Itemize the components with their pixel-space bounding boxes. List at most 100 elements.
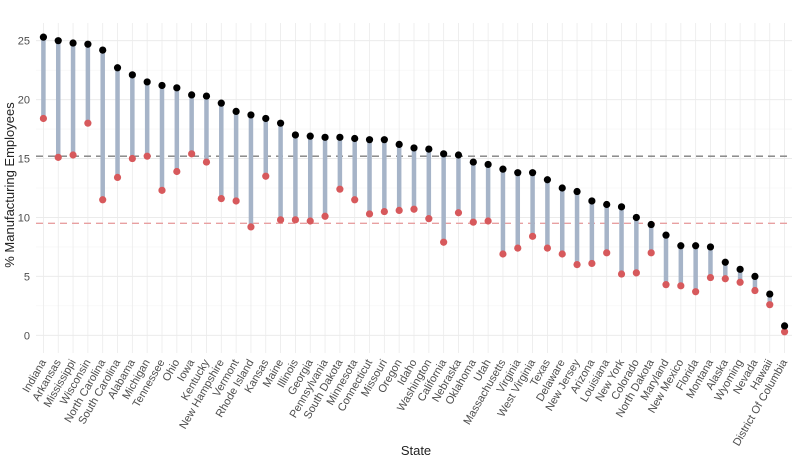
upper-value-point: [380, 136, 388, 144]
lower-value-point: [543, 244, 552, 252]
lower-value-point: [617, 270, 626, 278]
upper-value-point: [588, 197, 596, 205]
upper-value-point: [751, 272, 759, 280]
lower-value-point: [780, 328, 789, 336]
upper-value-point: [336, 133, 344, 141]
upper-value-point: [351, 134, 359, 143]
upper-value-point: [647, 220, 655, 229]
upper-value-point: [291, 131, 300, 139]
y-tick-label: 5: [24, 271, 30, 283]
lower-value-point: [751, 286, 759, 295]
lower-value-point: [158, 186, 166, 194]
y-tick-label: 15: [18, 154, 30, 166]
upper-value-point: [766, 290, 774, 298]
upper-value-point: [677, 242, 685, 250]
lower-value-point: [662, 281, 670, 289]
lower-value-point: [440, 238, 448, 246]
upper-value-point: [39, 33, 48, 41]
lower-value-point: [217, 195, 225, 203]
upper-value-point: [736, 265, 744, 273]
lower-value-point: [39, 114, 48, 123]
upper-value-point: [706, 243, 715, 251]
x-tick-labels: IndianaArkansasMississippiWisconsinNorth…: [21, 357, 791, 448]
lower-value-point: [232, 197, 240, 205]
lower-value-point: [113, 173, 122, 181]
lower-value-point: [336, 185, 344, 193]
upper-value-point: [306, 132, 314, 140]
upper-value-point: [558, 184, 566, 192]
upper-value-point: [573, 187, 581, 196]
lower-value-point: [84, 119, 92, 127]
upper-value-point: [128, 71, 136, 79]
upper-value-point: [54, 37, 62, 45]
lower-value-point: [558, 250, 566, 258]
upper-value-point: [202, 92, 211, 100]
upper-value-point: [99, 46, 107, 54]
lower-value-point: [128, 154, 136, 163]
upper-value-point: [514, 169, 522, 177]
upper-value-point: [780, 322, 789, 330]
lower-value-point: [514, 244, 522, 252]
lower-value-point: [173, 167, 181, 176]
lower-value-point: [706, 273, 715, 282]
upper-value-point: [247, 111, 255, 119]
upper-value-point: [440, 150, 448, 158]
upper-value-point: [143, 78, 151, 86]
upper-value-point: [469, 158, 477, 166]
upper-value-point: [217, 99, 225, 107]
upper-value-point: [603, 200, 611, 209]
y-tick-label: 20: [18, 95, 30, 107]
lower-value-point: [499, 250, 507, 258]
upper-value-point: [158, 81, 166, 90]
lower-value-point: [692, 288, 700, 296]
lower-value-point: [454, 209, 463, 217]
lower-value-point: [99, 196, 107, 204]
lower-value-point: [143, 152, 151, 160]
upper-value-point: [365, 136, 374, 144]
lower-value-point: [632, 269, 640, 277]
lower-value-point: [573, 261, 581, 269]
points: [39, 33, 789, 336]
lower-value-point: [588, 259, 596, 268]
upper-value-point: [721, 258, 729, 266]
upper-value-point: [425, 145, 433, 153]
lower-value-point: [262, 172, 270, 180]
lower-value-point: [54, 153, 62, 161]
upper-value-point: [662, 231, 670, 239]
lower-value-point: [321, 212, 329, 220]
lower-value-point: [528, 232, 537, 240]
upper-value-point: [499, 165, 507, 173]
lower-value-point: [736, 278, 744, 286]
upper-value-point: [113, 64, 122, 72]
lower-value-point: [484, 217, 492, 225]
upper-value-point: [69, 39, 77, 47]
upper-value-point: [276, 119, 285, 127]
x-axis-title: State: [401, 443, 431, 458]
lower-value-point: [202, 158, 211, 166]
lower-value-point: [721, 275, 729, 283]
lower-value-point: [395, 206, 403, 214]
upper-value-point: [395, 140, 403, 148]
upper-value-point: [84, 40, 92, 48]
y-tick-label: 10: [18, 212, 30, 224]
upper-value-point: [632, 213, 640, 222]
upper-value-point: [262, 114, 270, 123]
upper-value-point: [617, 203, 626, 211]
lower-value-point: [365, 210, 374, 218]
upper-value-point: [173, 84, 181, 92]
upper-value-point: [188, 91, 196, 99]
lower-value-point: [603, 249, 611, 257]
lower-value-point: [247, 223, 255, 231]
y-axis-title: % Manufacturing Employees: [2, 102, 17, 268]
upper-value-point: [232, 107, 240, 115]
lower-value-point: [291, 216, 300, 224]
upper-value-point: [410, 144, 418, 152]
upper-value-point: [454, 151, 463, 159]
lower-value-point: [306, 217, 314, 225]
upper-value-point: [484, 160, 492, 169]
y-tick-labels: 0 5 10 15 20 25: [18, 36, 30, 343]
lower-value-point: [188, 150, 196, 158]
upper-value-point: [528, 169, 537, 177]
upper-value-point: [692, 242, 700, 250]
